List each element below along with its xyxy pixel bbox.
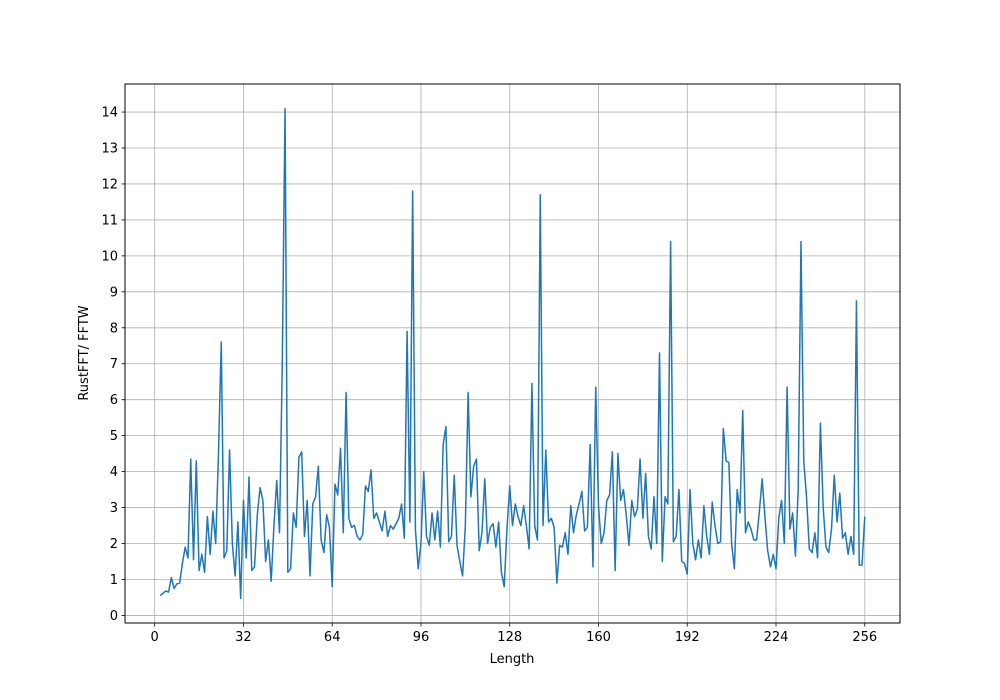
x-tick-label: 96 [413, 630, 430, 645]
y-tick-label: 1 [110, 573, 118, 588]
y-tick-label: 3 [110, 501, 118, 516]
y-axis-label: RustFFT/ FFTW [77, 305, 92, 400]
y-tick-label: 0 [110, 609, 118, 624]
y-tick-label: 7 [110, 357, 118, 372]
y-tick-label: 9 [110, 285, 118, 300]
data-line [159, 107, 866, 600]
x-tick-label: 192 [675, 630, 700, 645]
y-tick-label: 4 [110, 465, 118, 480]
y-tick-label: 6 [110, 393, 118, 408]
x-tick-label: 128 [497, 630, 522, 645]
x-axis-label: Length [490, 652, 535, 667]
x-tick-label: 224 [764, 630, 789, 645]
grid [125, 84, 900, 623]
y-tick-label: 14 [101, 106, 118, 121]
plot-area [159, 107, 866, 600]
y-tick-label: 13 [101, 142, 118, 157]
y-tick-label: 8 [110, 321, 118, 336]
y-tick-label: 12 [101, 177, 118, 192]
y-tick-label: 10 [101, 249, 118, 264]
x-tick-label: 64 [324, 630, 341, 645]
y-tick-label: 5 [110, 429, 118, 444]
x-tick-label: 160 [586, 630, 611, 645]
x-tick-label: 256 [852, 630, 877, 645]
x-tick-label: 32 [235, 630, 252, 645]
y-tick-label: 2 [110, 537, 118, 552]
y-tick-label: 11 [101, 213, 118, 228]
x-tick-label: 0 [151, 630, 159, 645]
axes-frame [124, 83, 901, 624]
